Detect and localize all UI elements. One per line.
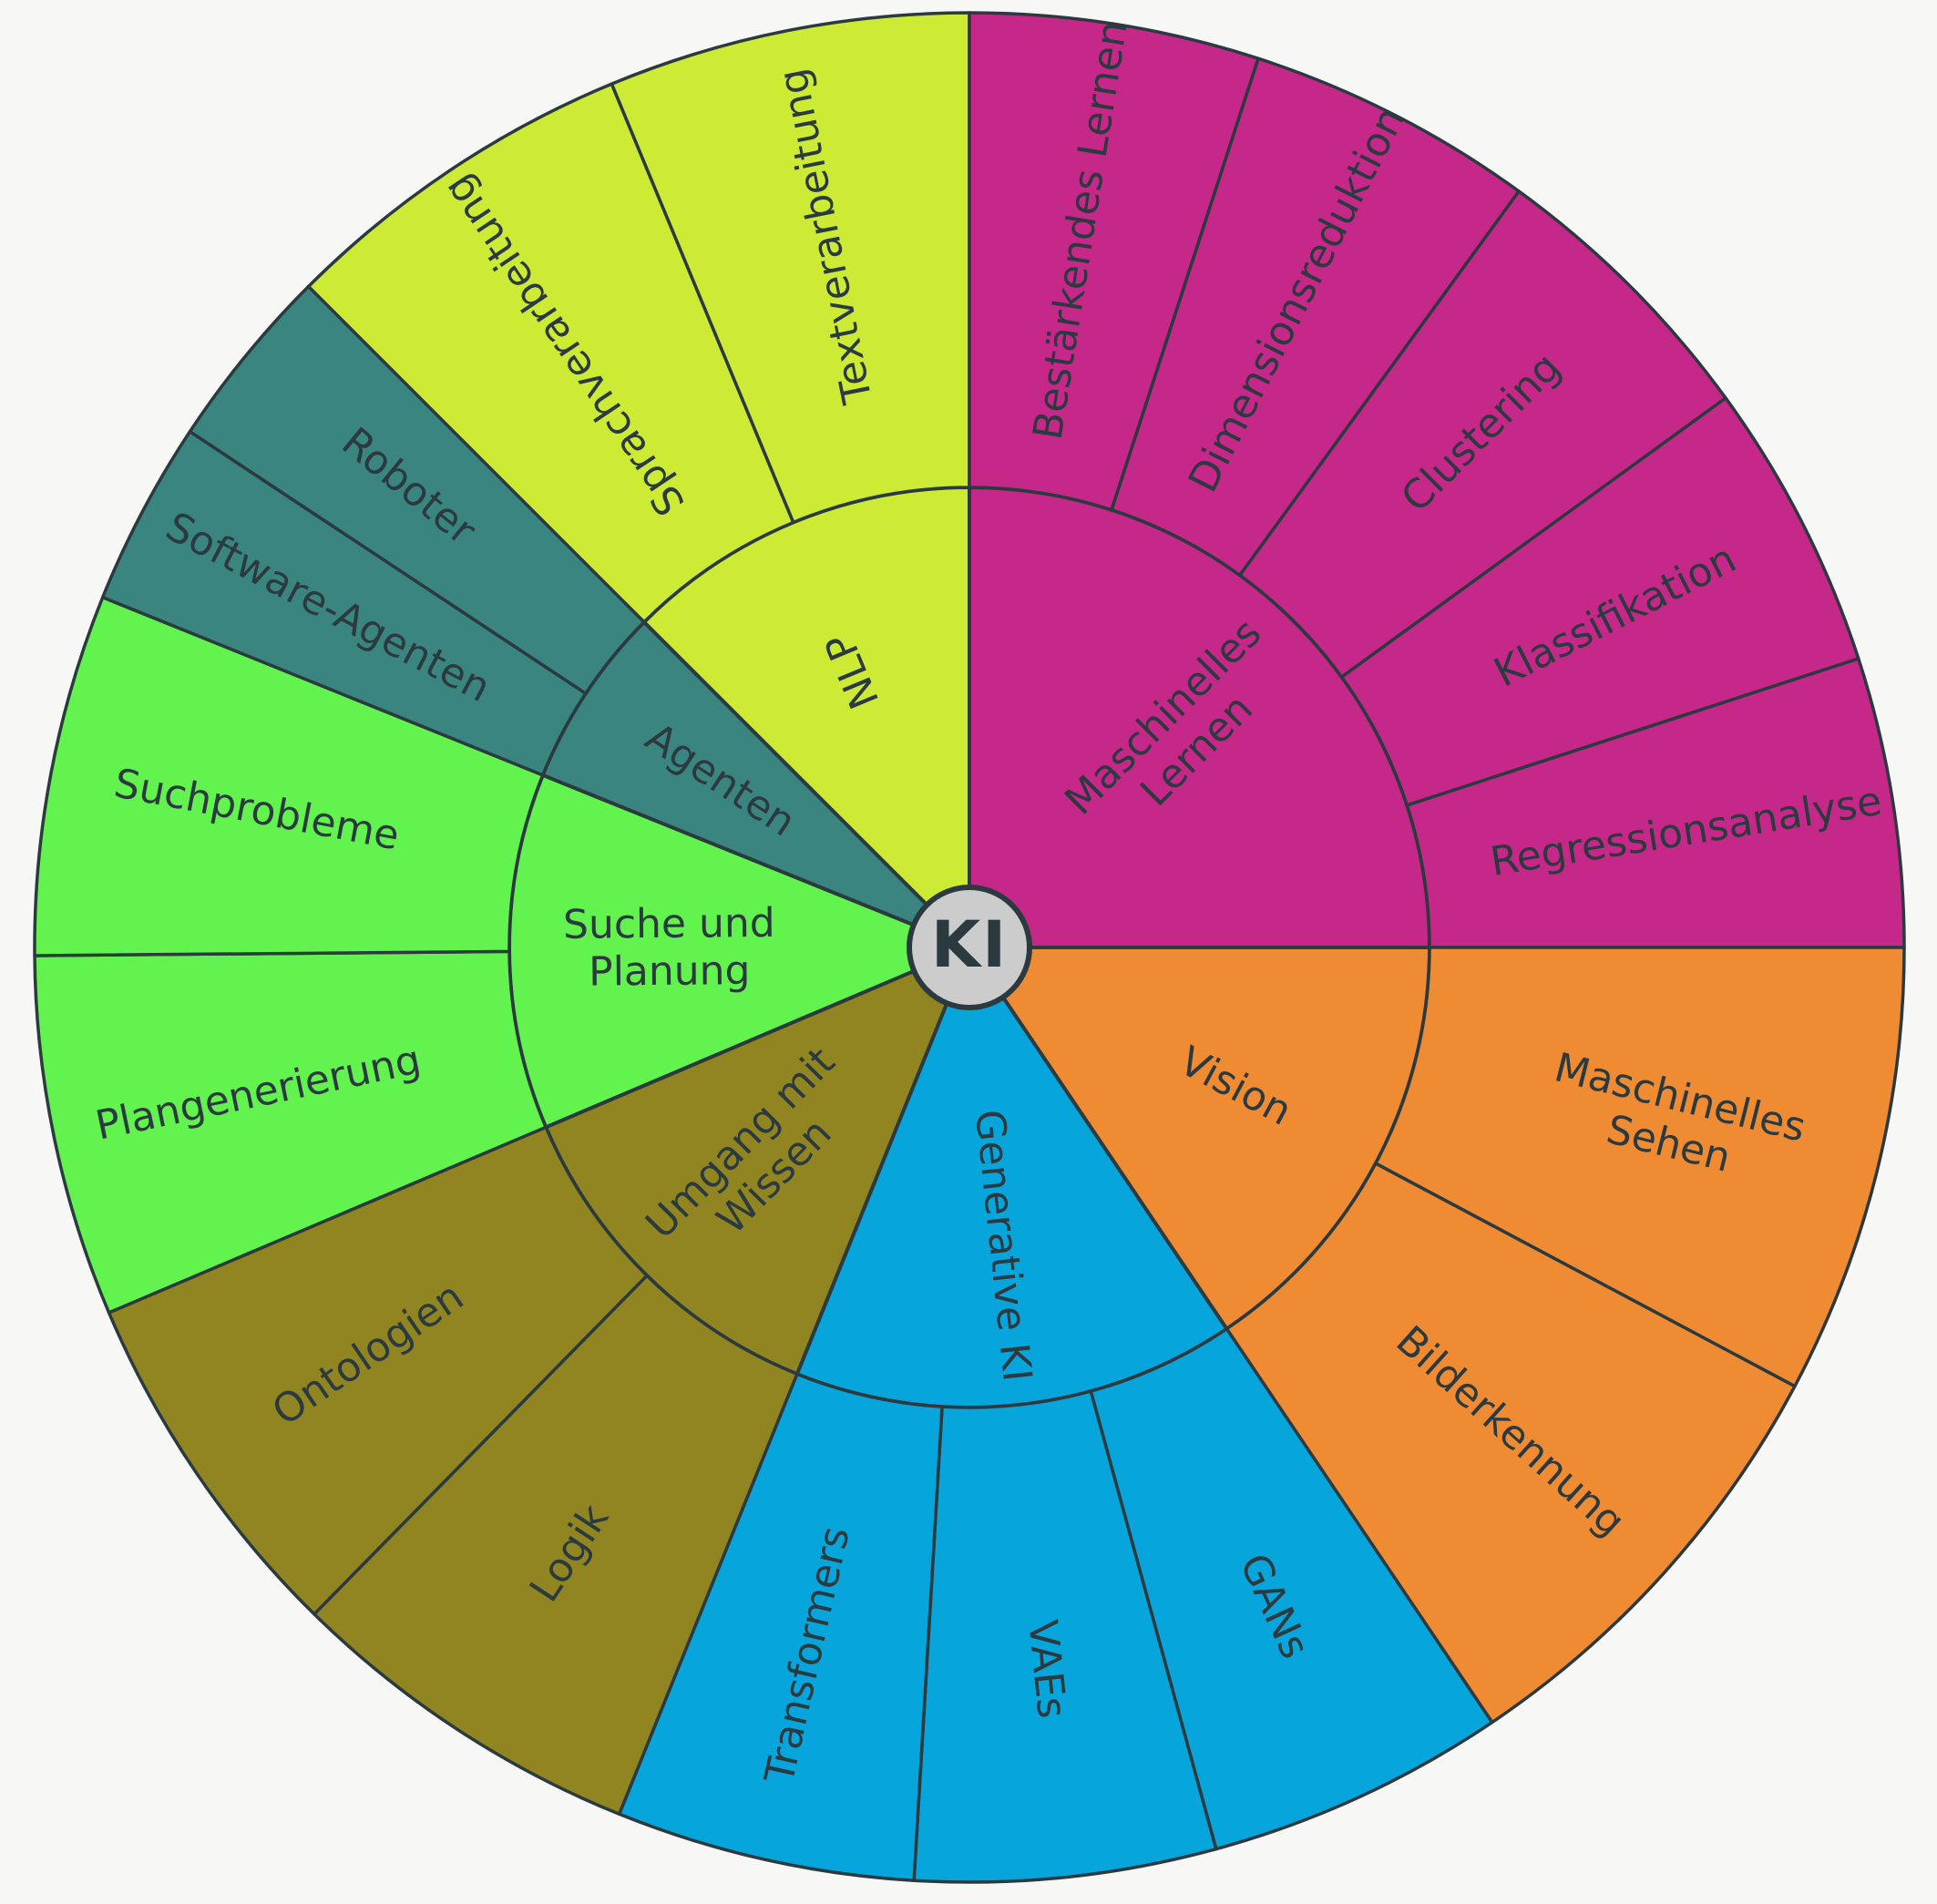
segment-label-suche-und-planung: Suche und Planung <box>563 900 776 996</box>
sunburst-segment-outer[interactable] <box>1374 946 1906 1388</box>
sunburst-segment-outer[interactable] <box>33 949 548 1315</box>
sunburst-segment-outer[interactable] <box>313 1274 799 1817</box>
sunburst-segment-outer[interactable] <box>1225 1162 1797 1725</box>
outer-ring-group <box>33 11 1906 1884</box>
center-hub-label: KI <box>931 907 1008 982</box>
sunburst-segment-outer[interactable] <box>610 11 971 525</box>
sunburst-segment-outer[interactable] <box>33 595 545 957</box>
sunburst-segment-outer[interactable] <box>107 1125 649 1616</box>
sunburst-segment-outer[interactable] <box>306 82 795 624</box>
center-hub-group[interactable]: KI <box>907 885 1032 1010</box>
segment-label-vaes: VAEs <box>1019 1618 1075 1721</box>
center-hub[interactable] <box>907 885 1032 1010</box>
sunburst-segment-outer[interactable] <box>188 284 646 696</box>
